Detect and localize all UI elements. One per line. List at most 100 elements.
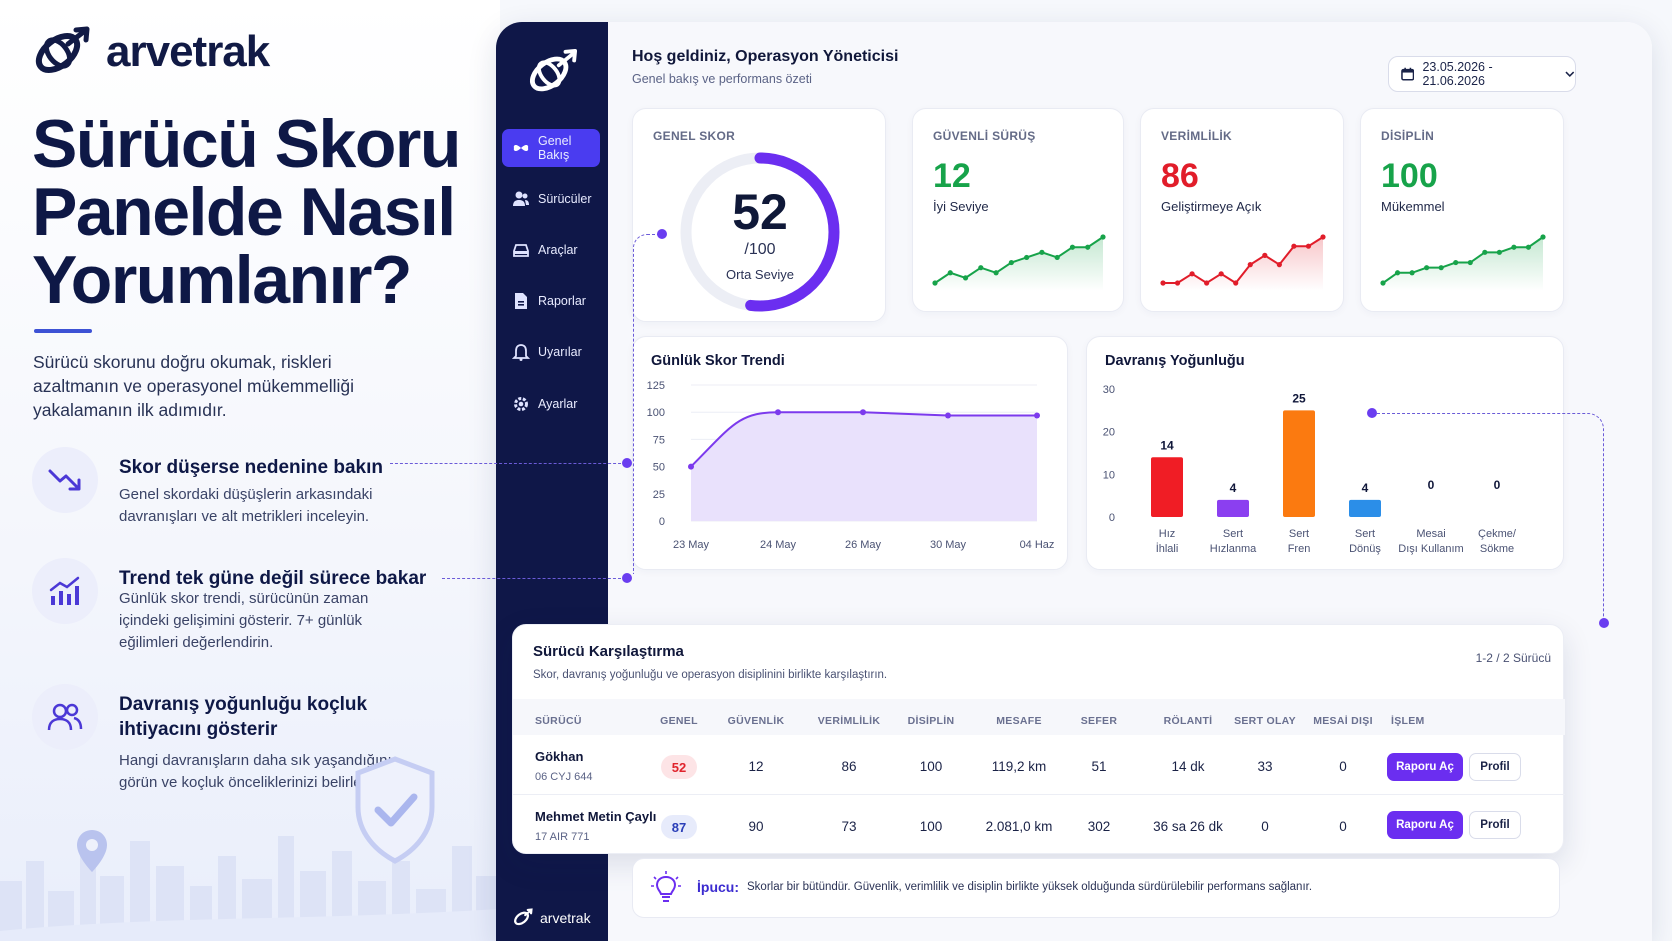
x-tick-label: Sert xyxy=(1355,528,1375,540)
sparkline-point xyxy=(993,270,999,276)
cell-harsh-events: 0 xyxy=(1261,819,1269,834)
cell-idle: 14 dk xyxy=(1171,759,1205,774)
page-subtitle: Genel bakış ve performans özeti xyxy=(632,72,812,86)
bar-value-label: 4 xyxy=(1362,481,1369,495)
x-tick-label: Mesai xyxy=(1416,528,1445,540)
y-tick-label: 20 xyxy=(1103,427,1115,439)
sparkline-point xyxy=(1320,234,1326,240)
sparkline-point xyxy=(1409,270,1415,276)
dashboard-icon xyxy=(513,144,529,152)
cell-discipline: 100 xyxy=(919,759,943,774)
sparkline-point xyxy=(1024,254,1030,261)
kpi-sparkline xyxy=(932,234,1106,291)
sparkline-point xyxy=(1247,262,1253,268)
bar xyxy=(1283,410,1315,517)
column-header: RÖLANTİ xyxy=(1163,715,1213,727)
general-score-label: GENEL SKOR xyxy=(653,129,736,143)
y-tick-label: 50 xyxy=(653,462,665,474)
cell-distance: 119,2 km xyxy=(991,759,1047,774)
x-tick-label: Hızlanma xyxy=(1210,543,1257,555)
x-tick-label: Sökme xyxy=(1480,543,1514,555)
sparkline-area xyxy=(935,237,1103,291)
table-header xyxy=(513,699,1565,735)
sparkline-point xyxy=(962,275,969,281)
connector-dot xyxy=(1367,408,1377,418)
city-skyline-illustration xyxy=(0,836,500,941)
calendar-icon xyxy=(1401,67,1415,81)
sparkline-point xyxy=(1496,249,1502,255)
sparkline-point xyxy=(1085,244,1091,250)
table-subtitle: Skor, davranış yoğunluğu ve operasyon di… xyxy=(533,669,888,681)
tip-desc: Hangi davranışların daha sık yaşandığını… xyxy=(119,752,392,791)
sparkline-point xyxy=(1174,280,1181,286)
profile-button[interactable]: Profil xyxy=(1469,753,1521,781)
hero-title: Sürücü Skoru Panelde Nasıl Yorumlanır? xyxy=(32,106,461,318)
cell-off-hours: 0 xyxy=(1339,819,1347,834)
kpi-sparkline xyxy=(1380,234,1546,291)
general-score-max: /100 xyxy=(744,241,776,258)
sparkline-point xyxy=(932,280,938,286)
sparkline-point xyxy=(1160,280,1166,286)
sidebar-item-drivers[interactable]: Sürücüler xyxy=(502,180,600,218)
trend-point xyxy=(1034,412,1040,419)
sidebar-item-label: Uyarılar xyxy=(538,345,582,359)
sparkline-point xyxy=(1482,249,1488,255)
report-icon xyxy=(515,293,527,309)
open-report-button[interactable]: Raporu Aç xyxy=(1387,753,1463,781)
kpi-card-safety: GÜVENLİ SÜRÜŞ 12 İyi Seviye xyxy=(912,108,1124,312)
sparkline-point xyxy=(1204,280,1210,286)
bar-value-label: 14 xyxy=(1160,438,1174,452)
chevron-down-icon xyxy=(1565,71,1575,77)
date-range-picker[interactable]: 23.05.2026 - 21.06.2026 xyxy=(1388,56,1576,92)
x-tick-label: Çekme/ xyxy=(1478,528,1517,540)
connector-dot xyxy=(657,229,667,239)
sidebar-item-reports[interactable]: Raporlar xyxy=(502,282,600,320)
cell-discipline: 100 xyxy=(919,819,943,834)
sidebar-item-alerts[interactable]: Uyarılar xyxy=(502,333,600,371)
driver-plate: 17 AIR 771 xyxy=(535,831,590,843)
driver-name: Mehmet Metin Çaylı xyxy=(535,809,657,824)
sparkline-point xyxy=(1100,234,1106,240)
kpi-label: VERİMLİLİK xyxy=(1161,129,1232,143)
sparkline-point xyxy=(1233,280,1239,286)
general-score-value: 52 xyxy=(732,184,788,240)
cell-safety: 12 xyxy=(748,759,764,774)
general-score-level: Orta Seviye xyxy=(726,267,794,282)
x-tick-label: Fren xyxy=(1288,543,1311,555)
open-report-button[interactable]: Raporu Aç xyxy=(1387,811,1463,839)
profile-button[interactable]: Profil xyxy=(1469,811,1521,839)
kpi-status: Mükemmel xyxy=(1381,199,1445,214)
sidebar-item-vehicles[interactable]: Araçlar xyxy=(502,231,600,269)
x-tick-label: Sert xyxy=(1289,528,1309,540)
lightbulb-icon xyxy=(651,871,681,902)
sparkline-point xyxy=(1189,271,1195,277)
x-tick-label: 30 May xyxy=(930,539,967,551)
column-header: GENEL xyxy=(660,715,698,727)
sparkline-point xyxy=(1262,252,1268,258)
date-range-value: 23.05.2026 - 21.06.2026 xyxy=(1422,60,1493,88)
trend-chart-title: Günlük Skor Trendi xyxy=(651,353,785,369)
connector-line xyxy=(633,234,663,574)
sidebar-item-label: Raporlar xyxy=(538,294,586,308)
column-header: SÜRÜCÜ xyxy=(535,715,582,727)
sparkline-point xyxy=(1467,259,1473,266)
sidebar-logo-icon xyxy=(530,48,578,92)
sidebar-item-settings[interactable]: Ayarlar xyxy=(502,385,600,423)
x-tick-label: Dönüş xyxy=(1349,543,1381,555)
sidebar-footer-text: arvetrak xyxy=(540,910,591,926)
gear-icon xyxy=(514,397,528,411)
sidebar-item-overview[interactable]: Genel Bakış xyxy=(502,129,600,167)
brand-mark-icon xyxy=(514,908,533,926)
cell-off-hours: 0 xyxy=(1339,759,1347,774)
table-count: 1-2 / 2 Sürücü xyxy=(1475,651,1551,665)
behavior-chart-card: Davranış Yoğunluğu 0 10 20 30 14 Hız İhlali 4 Se… xyxy=(1086,336,1564,570)
bar xyxy=(1349,499,1381,517)
column-header: MESAİ DIŞI xyxy=(1313,715,1373,727)
column-header: İŞLEM xyxy=(1391,715,1425,727)
dashboard-window: Genel Bakış Sürücüler Araçlar Raporlar U… xyxy=(496,22,1652,941)
cell-safety: 90 xyxy=(748,819,764,834)
tip-desc: Genel skordaki düşüşlerin arkasındaki da… xyxy=(119,486,373,525)
kpi-label: GÜVENLİ SÜRÜŞ xyxy=(933,129,1036,143)
table-row: Mehmet Metin Çaylı 17 AIR 771 87 90 73 1… xyxy=(513,795,1565,853)
drivers-icon xyxy=(513,191,529,206)
